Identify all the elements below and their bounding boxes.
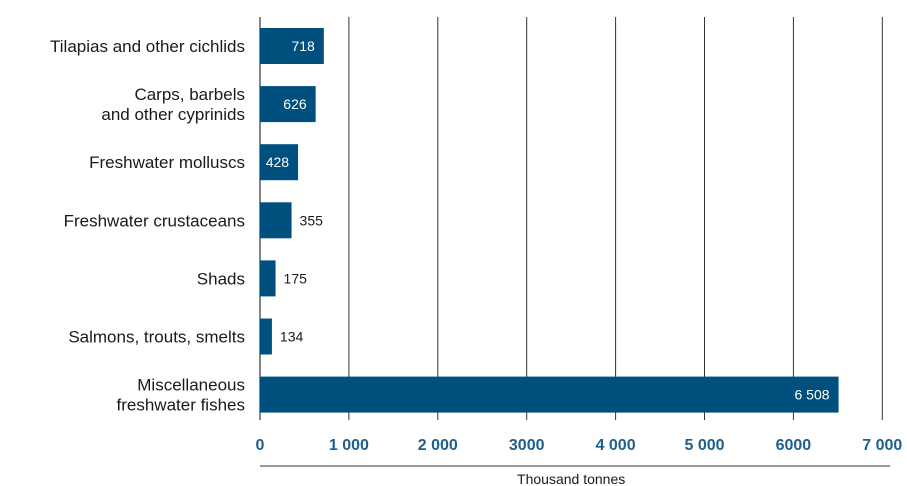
x-tick-label: 1 000 — [329, 437, 369, 454]
x-tick-label: 4 000 — [596, 437, 636, 454]
bar — [260, 376, 839, 413]
bar — [260, 28, 324, 64]
category-label: Salmons, trouts, smelts — [68, 328, 245, 347]
bar — [260, 202, 292, 239]
x-tick-label: 2 000 — [418, 437, 458, 454]
bar-value-label: 718 — [291, 38, 315, 54]
category-label: Tilapias and other cichlids — [50, 37, 245, 56]
grid-lines — [259, 17, 883, 420]
bar — [260, 260, 276, 297]
bar-value-label: 428 — [266, 154, 290, 170]
bars — [260, 28, 839, 413]
category-label: Shads — [197, 269, 245, 288]
bar — [260, 86, 316, 123]
x-tick-label: 5 000 — [684, 437, 724, 454]
value-labels: 718 626 428 355 175 134 6 508 — [266, 38, 830, 403]
x-tick-label: 7 000 — [862, 437, 902, 454]
bar-value-label: 626 — [283, 96, 307, 112]
bar-value-label: 175 — [284, 270, 308, 286]
x-tick-label: 6000 — [776, 437, 812, 454]
category-label: Carps, barbels and other cyprinids — [101, 85, 245, 124]
x-axis-title: Thousand tonnes — [517, 471, 625, 486]
x-tick-labels: 0 1 000 2 000 3000 4 000 5 000 6000 7 000 — [256, 437, 903, 454]
category-label: Freshwater molluscs — [89, 153, 245, 172]
bar-value-label: 355 — [300, 212, 324, 228]
bar-value-label: 134 — [280, 329, 304, 345]
bar-value-label: 6 508 — [795, 387, 830, 403]
bar — [260, 144, 299, 181]
category-label: Freshwater crustaceans — [64, 211, 245, 230]
category-label: Miscellaneous freshwater fishes — [117, 376, 246, 415]
x-tick-label: 0 — [256, 437, 265, 454]
bar — [260, 318, 272, 355]
x-tick-label: 3000 — [509, 437, 545, 454]
category-labels: Tilapias and other cichlids Carps, barbel… — [50, 37, 245, 415]
